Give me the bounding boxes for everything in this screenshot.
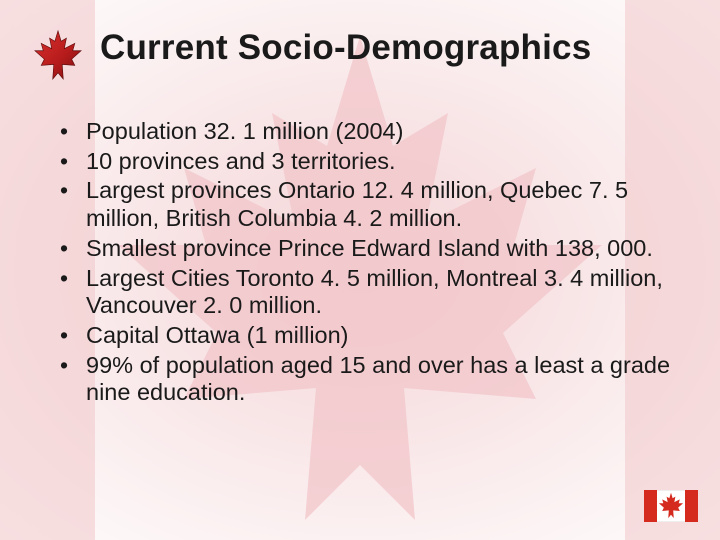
list-item: Capital Ottawa (1 million) bbox=[58, 322, 680, 350]
bullet-list: Population 32. 1 million (2004) 10 provi… bbox=[30, 118, 690, 407]
list-item: 10 provinces and 3 territories. bbox=[58, 148, 680, 176]
maple-leaf-icon bbox=[30, 28, 86, 84]
slide: Current Socio-Demographics Population 32… bbox=[0, 0, 720, 540]
list-item: Smallest province Prince Edward Island w… bbox=[58, 235, 680, 263]
list-item: Population 32. 1 million (2004) bbox=[58, 118, 680, 146]
slide-title: Current Socio-Demographics bbox=[100, 28, 591, 68]
slide-header: Current Socio-Demographics bbox=[30, 22, 690, 84]
list-item: 99% of population aged 15 and over has a… bbox=[58, 352, 680, 407]
canada-flag-icon bbox=[644, 490, 698, 522]
list-item: Largest provinces Ontario 12. 4 million,… bbox=[58, 177, 680, 232]
list-item: Largest Cities Toronto 4. 5 million, Mon… bbox=[58, 265, 680, 320]
